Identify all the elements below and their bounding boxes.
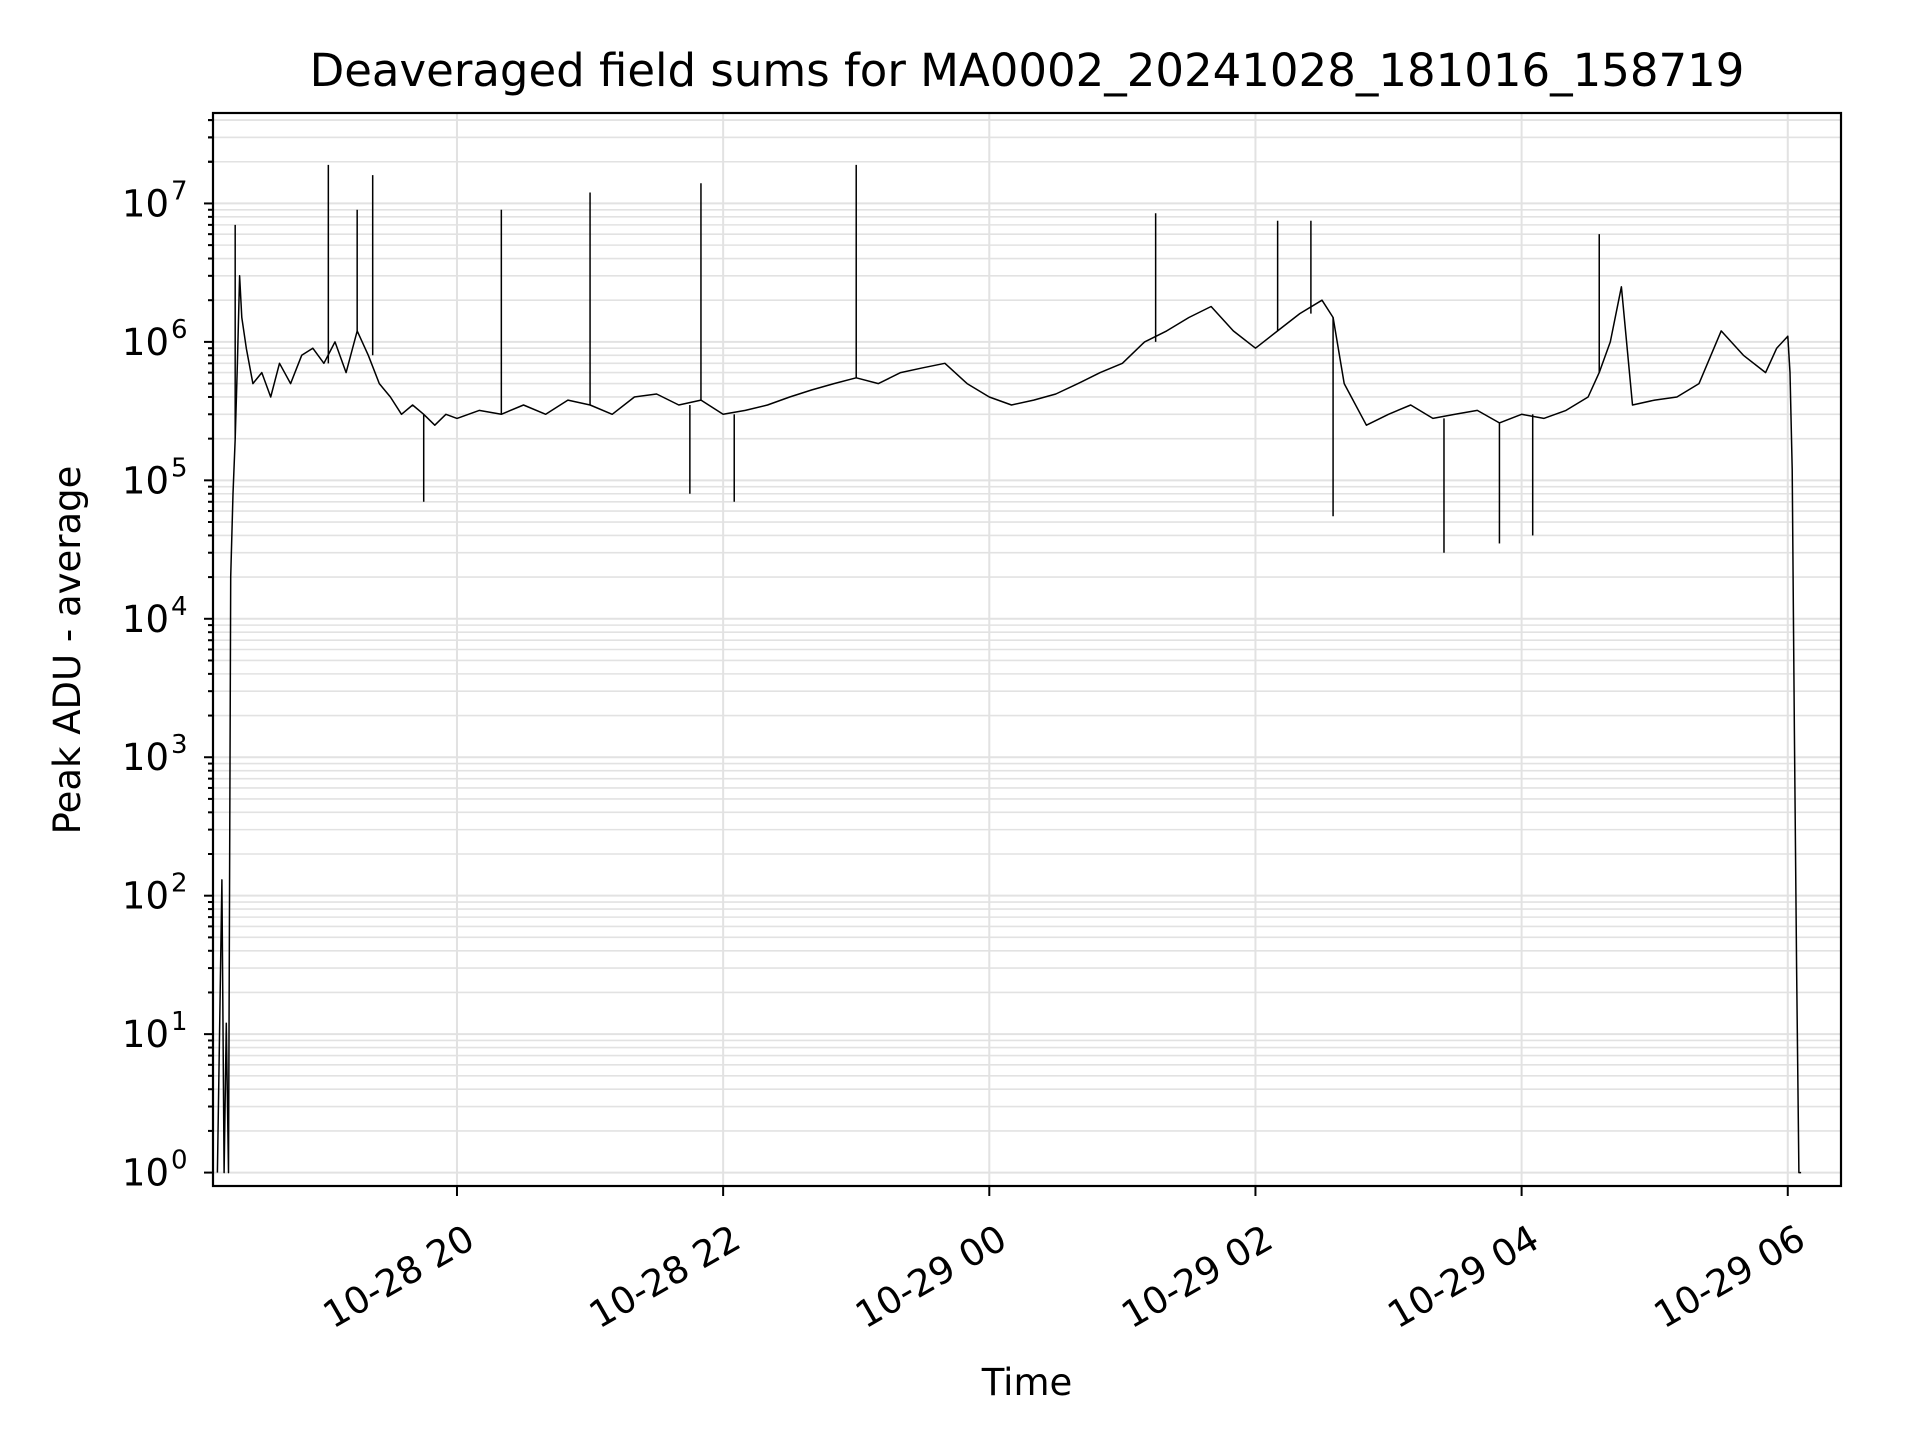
y-tick-base: 10 [122, 182, 169, 225]
y-tick-base: 10 [122, 459, 169, 502]
y-tick-label: 10 [122, 459, 169, 502]
y-tick-exponent: 5 [171, 453, 188, 483]
y-tick-exponent: 2 [171, 869, 188, 899]
y-tick-exponent: 0 [171, 1146, 188, 1176]
grid [213, 113, 1841, 1186]
y-tick-base: 10 [122, 598, 169, 641]
y-tick-exponent: 3 [171, 730, 188, 760]
y-tick-base: 10 [122, 1013, 169, 1056]
y-tick-base: 10 [122, 736, 169, 779]
y-tick-exponent: 4 [171, 592, 188, 622]
y-tick-label: 10 [122, 736, 169, 779]
y-tick-label: 10 [122, 1013, 169, 1056]
series-line [216, 275, 1802, 1174]
y-tick-exponent: 6 [171, 315, 188, 345]
x-tick-label: 10-28 22 [582, 1217, 748, 1337]
x-tick-label: 10-29 02 [1114, 1217, 1280, 1337]
x-tick-label: 10-29 04 [1381, 1217, 1547, 1337]
y-tick-label: 10 [122, 598, 169, 641]
y-tick-base: 10 [122, 1152, 169, 1195]
y-tick-base: 10 [122, 875, 169, 918]
x-axis-label: Time [981, 1361, 1073, 1404]
x-tick-label: 10-29 06 [1647, 1217, 1813, 1337]
spike-lines [234, 164, 1600, 553]
chart-title: Deaveraged field sums for MA0002_2024102… [310, 44, 1745, 97]
y-tick-exponent: 1 [171, 1007, 188, 1037]
y-tick-label: 10 [122, 875, 169, 918]
x-tick-label: 10-28 20 [316, 1217, 482, 1337]
y-tick-label: 10 [122, 182, 169, 225]
y-tick-base: 10 [122, 321, 169, 364]
x-tick-label: 10-29 00 [848, 1217, 1014, 1337]
y-axis-label: Peak ADU - average [46, 466, 89, 835]
y-tick-label: 10 [122, 321, 169, 364]
x-axis: 10-28 20 10-28 22 10-29 00 10-29 02 10-29 04… [316, 1186, 1812, 1337]
y-tick-exponent: 7 [171, 176, 188, 206]
y-tick-label: 10 [122, 1152, 169, 1195]
